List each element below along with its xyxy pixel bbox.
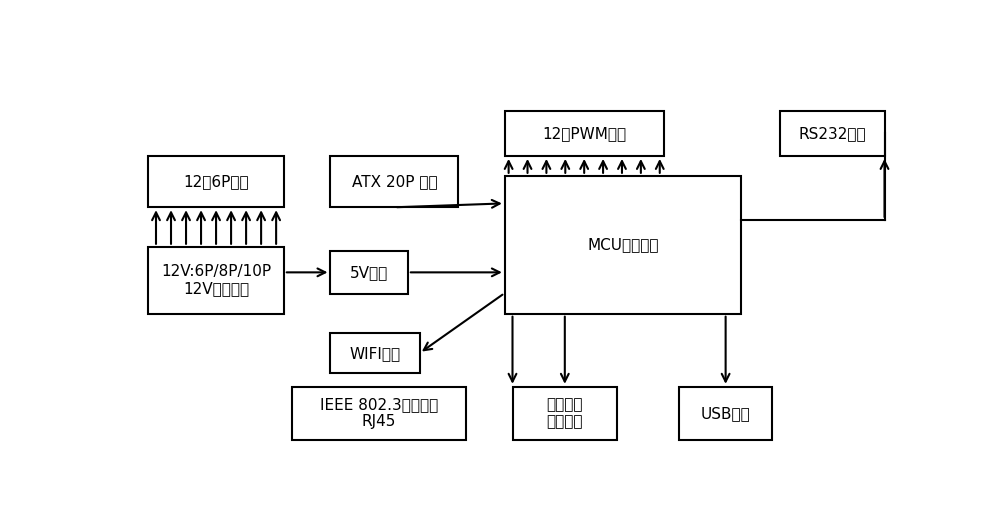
Bar (505, 111, 664, 156)
Text: ATX 20P 输入: ATX 20P 输入 (352, 174, 437, 189)
Bar (292, 387, 466, 440)
Text: WIFI接口: WIFI接口 (349, 346, 400, 360)
Bar (330, 156, 458, 207)
Text: 5V稳压: 5V稳压 (350, 265, 388, 280)
Text: USB接口: USB接口 (701, 406, 750, 421)
Bar (780, 111, 885, 156)
Bar (330, 251, 408, 294)
Text: RS232串口: RS232串口 (798, 126, 866, 141)
Text: 地址设置
风扇设置: 地址设置 风扇设置 (547, 397, 583, 430)
Bar (148, 247, 284, 314)
Bar (679, 387, 772, 440)
Text: 12V:6P/8P/10P
12V电源输入: 12V:6P/8P/10P 12V电源输入 (161, 264, 271, 296)
Bar (505, 176, 741, 314)
Text: 12路6P输出: 12路6P输出 (183, 174, 249, 189)
Text: MCU控制单元: MCU控制单元 (587, 237, 659, 252)
Bar (148, 156, 284, 207)
Bar (330, 333, 420, 373)
Text: 12路PWM风扇: 12路PWM风扇 (542, 126, 626, 141)
Text: IEEE 802.3网络接口
RJ45: IEEE 802.3网络接口 RJ45 (320, 397, 438, 430)
Bar (512, 387, 617, 440)
